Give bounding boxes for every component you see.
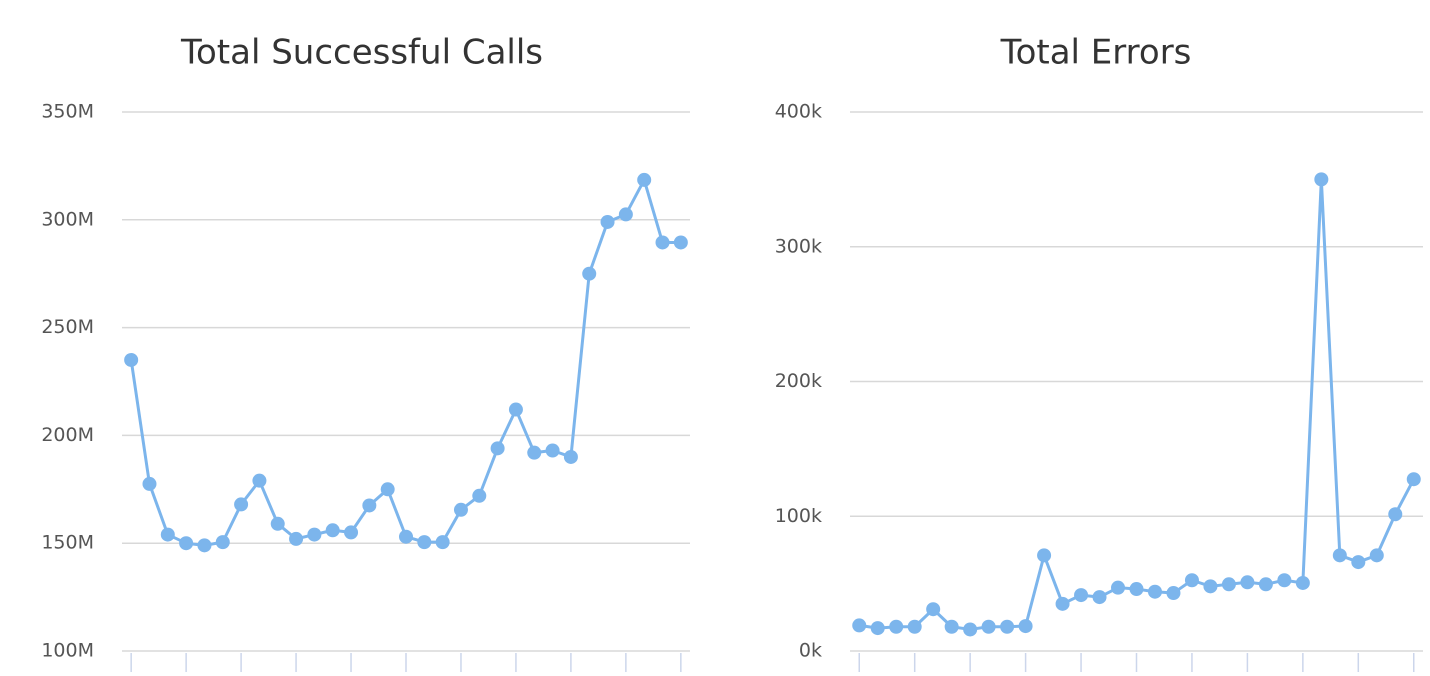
data-point (944, 619, 959, 634)
data-point (1203, 579, 1218, 594)
data-point (870, 621, 885, 636)
data-point (852, 618, 867, 633)
series-line (129, 178, 681, 547)
data-point (1388, 507, 1403, 522)
data-point (963, 622, 978, 637)
data-point (926, 602, 941, 617)
data-point (1018, 619, 1033, 634)
data-point (1369, 548, 1384, 563)
data-point (1111, 580, 1126, 595)
data-point (1277, 573, 1292, 588)
data-point (142, 476, 157, 491)
y-tick-label: 100k (775, 505, 822, 527)
y-tick-label: 300k (775, 235, 822, 257)
data-point (1129, 582, 1144, 597)
y-tick-label: 300M (41, 208, 94, 230)
y-tick-label: 0k (799, 640, 822, 662)
chart-title: Total Errors (1000, 33, 1192, 73)
y-tick-label: 100M (41, 640, 94, 662)
y-tick-label: 400k (775, 101, 822, 123)
chart-title: Total Successful Calls (180, 33, 543, 73)
y-tick-label: 150M (41, 532, 94, 554)
data-point (1406, 472, 1421, 487)
data-point (889, 619, 904, 634)
data-point (637, 172, 652, 187)
data-point (417, 535, 432, 550)
y-tick-label: 250M (41, 316, 94, 338)
data-point (545, 443, 560, 458)
data-point (344, 525, 359, 540)
data-point (435, 535, 450, 550)
data-point (215, 535, 230, 550)
y-tick-label: 350M (41, 101, 94, 123)
data-point (1332, 548, 1347, 563)
data-point (179, 536, 194, 551)
data-point (1037, 548, 1052, 563)
data-point (563, 449, 578, 464)
data-point (1092, 590, 1107, 605)
data-point (582, 266, 597, 281)
data-point (270, 516, 285, 531)
data-point (1055, 596, 1070, 611)
data-point (1074, 588, 1089, 603)
data-point (234, 497, 249, 512)
data-point (252, 473, 267, 488)
data-point (1314, 172, 1329, 187)
y-tick-label: 200M (41, 424, 94, 446)
data-point (1351, 555, 1366, 570)
data-point (453, 502, 468, 517)
y-tick-label: 200k (775, 370, 822, 392)
data-point (490, 441, 505, 456)
data-point (1295, 575, 1310, 590)
data-point (508, 402, 523, 417)
data-point (673, 235, 688, 250)
data-point (527, 445, 542, 460)
data-point (124, 352, 139, 367)
data-point (289, 531, 304, 546)
data-point (1147, 584, 1162, 599)
data-point (472, 488, 487, 503)
data-point (399, 529, 413, 544)
data-point (325, 523, 340, 538)
data-point (380, 482, 395, 497)
data-point (907, 619, 922, 634)
data-point (307, 527, 322, 542)
data-point (600, 214, 615, 229)
data-point (1184, 573, 1199, 588)
data-point (1258, 577, 1273, 592)
data-point (655, 235, 670, 250)
data-point (160, 527, 175, 542)
data-point (618, 207, 633, 222)
data-point (1221, 577, 1236, 592)
data-point (197, 538, 212, 553)
data-point (1000, 619, 1015, 634)
data-point (1166, 586, 1181, 601)
data-point (362, 498, 377, 513)
data-point (1240, 575, 1255, 590)
data-point (981, 619, 996, 634)
